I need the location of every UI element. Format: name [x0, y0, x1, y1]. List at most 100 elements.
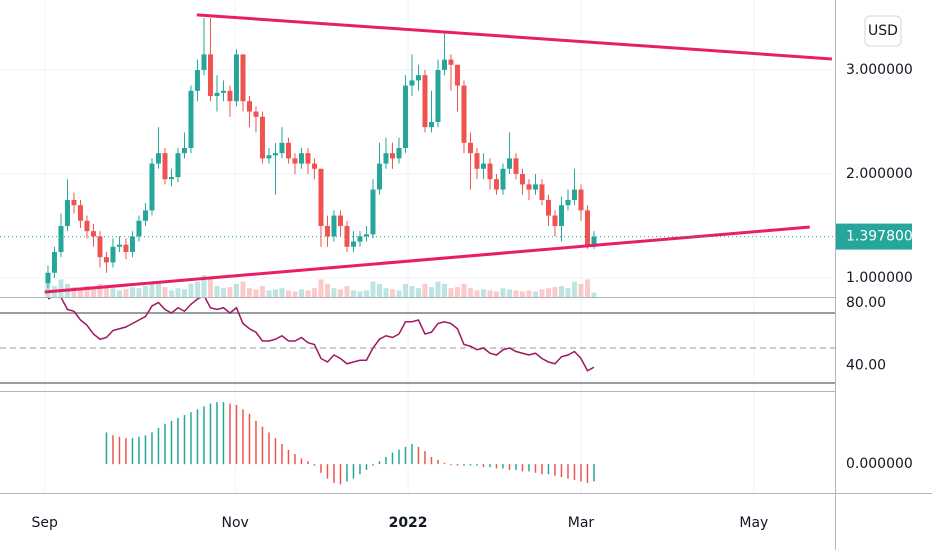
volume-bar — [240, 281, 246, 297]
candle-body — [149, 163, 155, 211]
candle-body — [103, 257, 109, 263]
volume-bar — [545, 288, 551, 297]
volume-bar — [188, 283, 194, 297]
volume-bar — [110, 288, 116, 297]
candle-body — [292, 158, 298, 164]
currency[interactable]: USD — [868, 23, 898, 39]
volume-bar — [500, 288, 506, 297]
volume-bar — [103, 287, 109, 297]
candle-body — [318, 168, 324, 226]
volume-bar — [279, 288, 285, 297]
volume-bar — [441, 283, 447, 297]
volume-bar — [513, 290, 519, 297]
candle-body — [64, 199, 70, 226]
candle-body — [58, 225, 64, 252]
candle-body — [136, 220, 142, 237]
candle-body — [324, 225, 330, 237]
volume-bar — [162, 287, 168, 297]
volume-bar — [318, 279, 324, 297]
candle-body — [207, 54, 213, 96]
candle-body — [500, 168, 506, 190]
candle-body — [272, 153, 278, 156]
candle-body — [558, 205, 564, 226]
candle-body — [285, 142, 291, 159]
volume-bar — [493, 291, 499, 297]
candle-body — [487, 163, 493, 180]
volume-bar — [435, 281, 441, 297]
currency-button[interactable] — [864, 15, 902, 47]
y-tick-label: 0.000000 — [846, 456, 913, 472]
volume-bar — [58, 279, 64, 297]
candle-body — [370, 189, 376, 235]
volume-bar — [272, 289, 278, 297]
y-tick-label: 40.00 — [846, 358, 886, 374]
volume-bar — [71, 287, 77, 297]
candle-body — [331, 215, 337, 237]
volume-bar — [311, 288, 317, 297]
candle-body — [389, 153, 395, 159]
candle-body — [123, 244, 129, 252]
volume-bar — [584, 279, 590, 297]
x-tick-label: Mar — [568, 515, 595, 531]
volume-bar — [90, 289, 96, 297]
candle-body — [305, 153, 311, 164]
volume-bar — [357, 291, 363, 297]
volume-bar — [461, 283, 467, 297]
candle-body — [246, 101, 252, 112]
volume-bar — [220, 288, 226, 297]
candle-body — [298, 153, 304, 164]
candle-body — [259, 116, 265, 159]
volume-bar — [571, 281, 577, 297]
candle-body — [357, 236, 363, 242]
candle-body — [90, 231, 96, 237]
candle-body — [233, 54, 239, 102]
volume-bar — [402, 283, 408, 297]
volume-bar — [305, 290, 311, 297]
candle-body — [383, 153, 389, 164]
candle-body — [539, 184, 545, 200]
candle-body — [344, 225, 350, 247]
candle-body — [376, 163, 382, 190]
candle-body — [220, 90, 226, 93]
candle-body — [578, 189, 584, 211]
candle-body — [350, 241, 356, 247]
volume-bar — [396, 290, 402, 297]
volume-bar — [591, 292, 597, 297]
candle-body — [422, 75, 428, 128]
y-tick-label: 1.000000 — [846, 270, 913, 286]
candle-body — [396, 147, 402, 159]
volume-bar — [246, 288, 252, 297]
candle-body — [175, 153, 181, 178]
volume-bar — [129, 287, 135, 297]
volume-bar — [298, 289, 304, 297]
candle-body — [311, 163, 317, 169]
candle-body — [214, 92, 220, 96]
volume-bar — [331, 288, 337, 297]
candle-body — [461, 85, 467, 143]
candle-body — [402, 85, 408, 148]
volume-bar — [123, 289, 129, 297]
volume-bar — [194, 281, 200, 297]
volume-bar — [227, 287, 233, 297]
volume-bar — [474, 290, 480, 297]
macd-pane — [105, 402, 595, 485]
volume-bar — [467, 288, 473, 297]
volume-bar — [136, 288, 142, 297]
candle-body — [519, 173, 525, 185]
candle-body — [253, 111, 259, 117]
candle-body — [409, 80, 415, 86]
volume-bar — [214, 286, 220, 297]
x-tick-label: Sep — [32, 515, 59, 531]
volume-bar — [292, 291, 298, 297]
candle-body — [45, 272, 51, 284]
candle-body — [77, 205, 83, 221]
candle-body — [155, 153, 161, 164]
candle-body — [71, 199, 77, 206]
candle-body — [435, 69, 441, 122]
x-tick-label: Nov — [222, 515, 249, 531]
volume-bar — [363, 290, 369, 297]
volume-bar — [233, 283, 239, 297]
volume-bar — [350, 290, 356, 297]
candle-body — [84, 220, 90, 232]
